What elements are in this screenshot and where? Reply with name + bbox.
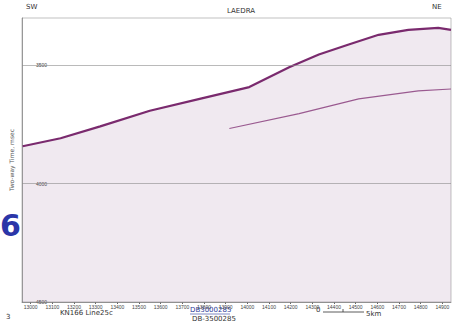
- svg-text:3: 3: [6, 313, 10, 321]
- svg-text:14900: 14900: [435, 304, 449, 310]
- svg-text:13500: 13500: [132, 304, 146, 310]
- svg-text:13700: 13700: [175, 304, 189, 310]
- svg-text:14600: 14600: [370, 304, 384, 310]
- svg-text:13900: 13900: [219, 304, 233, 310]
- svg-text:SW: SW: [26, 3, 37, 11]
- svg-text:13600: 13600: [154, 304, 168, 310]
- svg-text:13800: 13800: [197, 304, 211, 310]
- svg-text:KN166 Line25c: KN166 Line25c: [60, 309, 113, 317]
- svg-text:13100: 13100: [45, 304, 59, 310]
- svg-text:14800: 14800: [414, 304, 428, 310]
- svg-text:NE: NE: [432, 3, 442, 11]
- svg-text:3500: 3500: [36, 62, 48, 69]
- svg-text:14200: 14200: [284, 304, 298, 310]
- svg-text:6: 6: [0, 208, 21, 243]
- svg-text:14000: 14000: [240, 304, 254, 310]
- svg-text:DB-3500285: DB-3500285: [192, 315, 236, 323]
- svg-text:13400: 13400: [110, 304, 124, 310]
- svg-text:13200: 13200: [67, 304, 81, 310]
- svg-text:DB3000285: DB3000285: [190, 305, 232, 314]
- svg-text:14300: 14300: [305, 304, 319, 310]
- svg-text:13000: 13000: [24, 304, 38, 310]
- svg-text:LAEDRA: LAEDRA: [227, 7, 255, 15]
- svg-text:5km: 5km: [366, 310, 382, 318]
- svg-text:Two-way Time, msec: Two-way Time, msec: [8, 129, 16, 192]
- svg-text:14100: 14100: [262, 304, 276, 310]
- svg-text:13300: 13300: [89, 304, 103, 310]
- svg-text:14400: 14400: [327, 304, 341, 310]
- svg-text:14700: 14700: [392, 304, 406, 310]
- svg-text:14500: 14500: [349, 304, 363, 310]
